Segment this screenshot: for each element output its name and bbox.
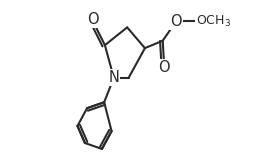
Text: O: O	[87, 12, 99, 28]
Text: O: O	[170, 14, 182, 29]
Text: O: O	[158, 60, 170, 75]
Text: N: N	[108, 70, 119, 85]
Text: OCH$_3$: OCH$_3$	[196, 14, 231, 29]
